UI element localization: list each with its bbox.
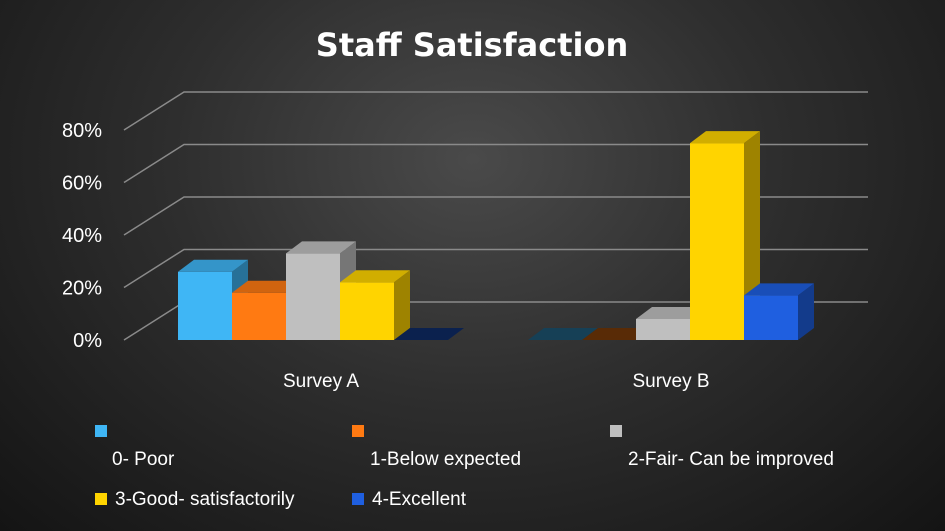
bar-side xyxy=(798,283,814,340)
chart-title: Staff Satisfaction xyxy=(316,26,628,64)
gridline xyxy=(123,91,868,131)
bar-top xyxy=(178,259,248,272)
legend-swatch xyxy=(610,425,622,437)
y-tick-label: 60% xyxy=(62,173,102,195)
bar-top xyxy=(636,307,706,319)
gridlines xyxy=(123,91,868,341)
legend-item: 2-Fair- Can be improved xyxy=(610,425,834,470)
gridline xyxy=(123,248,868,289)
legend-label: 2-Fair- Can be improved xyxy=(628,449,834,470)
y-tick-label: 80% xyxy=(62,120,102,142)
y-tick-label: 40% xyxy=(62,225,102,247)
legend-item: 3-Good- satisfactorily xyxy=(95,489,295,510)
bar-front xyxy=(636,319,690,340)
y-tick-label: 20% xyxy=(62,278,102,300)
bar-front xyxy=(178,271,232,340)
bar-top xyxy=(232,280,302,293)
bar-top xyxy=(582,328,652,340)
legend-item: 4-Excellent xyxy=(352,489,467,510)
bar-top xyxy=(394,328,464,340)
legend-label: 0- Poor xyxy=(112,449,175,470)
bar-top xyxy=(340,270,410,283)
bar-top xyxy=(744,283,814,296)
legend-item: 0- Poor xyxy=(95,425,175,470)
legend-swatch xyxy=(352,425,364,437)
bar xyxy=(582,328,652,340)
bar-top xyxy=(286,241,356,254)
bar-front xyxy=(286,253,340,340)
y-tick-label: 0% xyxy=(73,330,102,352)
bars xyxy=(178,131,814,340)
y-axis: 0% 20% 40% 60% 80% xyxy=(62,120,102,352)
gridline xyxy=(123,143,868,184)
bar-front xyxy=(232,292,286,340)
bar xyxy=(528,328,598,340)
legend-label: 4-Excellent xyxy=(372,489,467,510)
gridline xyxy=(123,196,868,236)
x-category-label: Survey B xyxy=(632,371,709,392)
bar-top xyxy=(690,131,760,144)
bar-top xyxy=(528,328,598,340)
bar xyxy=(744,283,814,340)
legend-label: 3-Good- satisfactorily xyxy=(115,489,295,510)
bar-side xyxy=(394,270,410,340)
bar-front xyxy=(690,143,744,340)
x-category-label: Survey A xyxy=(283,371,359,392)
x-axis: Survey A Survey B xyxy=(283,371,710,392)
legend-swatch xyxy=(95,425,107,437)
bar xyxy=(286,241,356,340)
legend: 0- Poor 1-Below expected 2-Fair- Can be im… xyxy=(95,425,834,510)
legend-swatch xyxy=(352,493,364,505)
bar xyxy=(340,270,410,340)
bar-front xyxy=(340,282,394,340)
bar-front xyxy=(744,295,798,340)
bar xyxy=(394,328,464,340)
legend-item: 1-Below expected xyxy=(352,425,521,470)
legend-swatch xyxy=(95,493,107,505)
legend-label: 1-Below expected xyxy=(370,449,521,470)
